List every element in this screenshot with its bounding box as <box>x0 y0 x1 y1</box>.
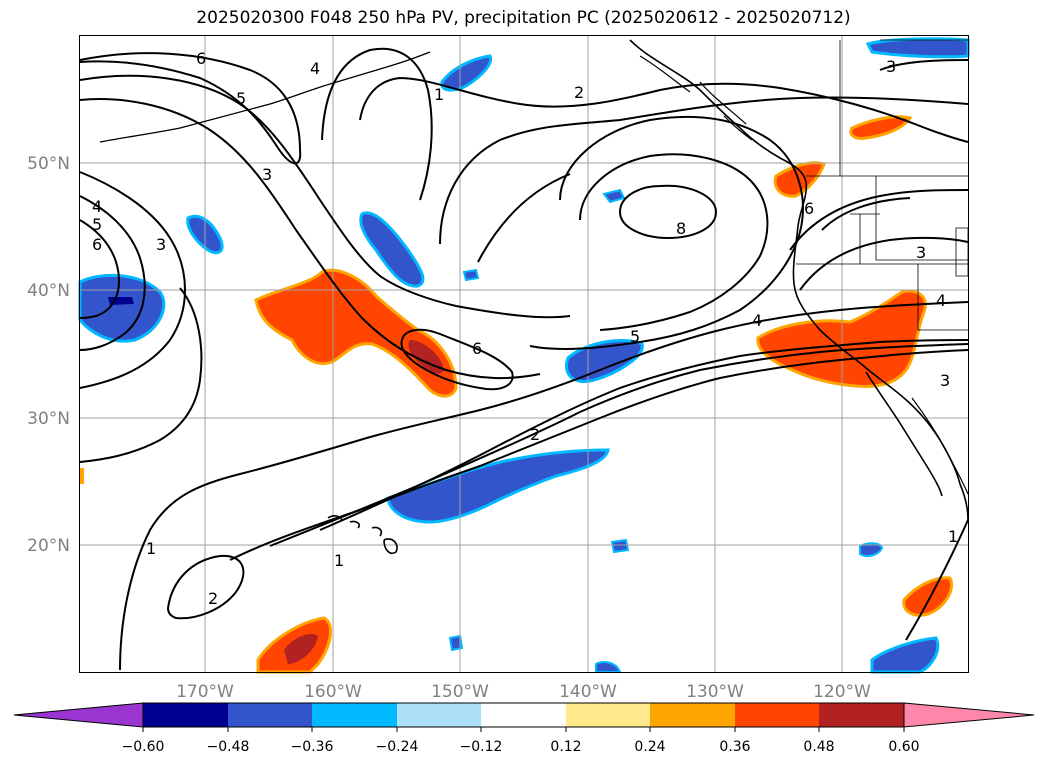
contour-label: 5 <box>630 327 640 346</box>
contour-label: 1 <box>146 539 156 558</box>
lat-labels: 50°N 40°N 30°N 20°N <box>27 154 70 556</box>
lon-label: 120°W <box>813 682 871 702</box>
colorbar-segment <box>819 703 904 727</box>
colorbar-tick-label: 0.24 <box>634 739 665 755</box>
colorbar-tick-label: −0.60 <box>122 739 165 755</box>
colorbar-tick-label: 0.48 <box>803 739 834 755</box>
colorbar-tick-label: 0.60 <box>888 739 919 755</box>
contour-label: 8 <box>676 219 686 238</box>
borders <box>796 39 969 331</box>
colorbar-segment <box>735 703 819 727</box>
contour-label: 6 <box>196 49 206 68</box>
colorbar-tick-label: −0.36 <box>291 739 334 755</box>
colorbar-extend-low <box>13 702 144 728</box>
contour-label: 3 <box>262 165 272 184</box>
colorbar-segment <box>312 703 397 727</box>
lon-label: 150°W <box>431 682 489 702</box>
precip-positive-nne <box>849 115 913 140</box>
precip-negative-n2 <box>359 211 425 288</box>
precip-negative-ne <box>865 37 970 59</box>
contour-label: 6 <box>92 235 102 254</box>
precipitation-fields <box>78 37 970 674</box>
contour-label: 1 <box>948 527 958 546</box>
lon-labels: 170°W 160°W 150°W 140°W 130°W 120°W <box>176 682 871 702</box>
contour-label: 4 <box>752 311 762 330</box>
map-frame <box>79 35 969 673</box>
precip-negative-mid <box>565 338 644 383</box>
contour-label: 3 <box>940 371 950 390</box>
precip-negative-band <box>386 448 610 524</box>
contour-label: 6 <box>472 339 482 358</box>
contour-label: 4 <box>310 59 320 78</box>
precip-negative-west <box>78 273 166 343</box>
colorbar-tick-label: −0.24 <box>376 739 419 755</box>
colorbar-tick-label: −0.48 <box>207 739 250 755</box>
colorbar-tick-label: 0.36 <box>719 739 750 755</box>
lon-label: 170°W <box>176 682 234 702</box>
colorbar-segment <box>143 703 228 727</box>
contour-label: 5 <box>236 89 246 108</box>
contour-label: 2 <box>574 83 584 102</box>
precip-negative-se <box>870 636 940 674</box>
colorbar-tick-label: −0.12 <box>460 739 503 755</box>
precip-negative-n3 <box>440 54 493 92</box>
contour-label: 6 <box>804 199 814 218</box>
precip-positive-se <box>902 576 953 617</box>
contour-label: 1 <box>434 85 444 104</box>
colorbar-segment <box>397 703 481 727</box>
contour-label: 5 <box>92 215 102 234</box>
colorbar-extend-high <box>903 702 1035 728</box>
precip-positive-n <box>773 161 826 198</box>
contour-label: 3 <box>156 235 166 254</box>
precip-positive-central <box>254 268 458 398</box>
colorbar-tick-label: 0.12 <box>550 739 581 755</box>
colorbar-segment <box>650 703 735 727</box>
lon-label: 130°W <box>686 682 744 702</box>
lat-label: 30°N <box>27 409 70 429</box>
colorbar-segment <box>228 703 312 727</box>
lat-label: 40°N <box>27 281 70 301</box>
colorbar-segment <box>566 703 650 727</box>
lon-label: 140°W <box>559 682 617 702</box>
contour-label: 1 <box>334 551 344 570</box>
lon-label: 160°W <box>304 682 362 702</box>
pv-contours <box>79 47 969 671</box>
contour-label: 3 <box>886 57 896 76</box>
contour-label: 2 <box>530 425 540 444</box>
colorbar-segment <box>481 703 566 727</box>
contour-label: 4 <box>936 291 946 310</box>
contour-label: 2 <box>208 589 218 608</box>
map-title: 2025020300 F048 250 hPa PV, precipitatio… <box>196 8 851 28</box>
lat-label: 20°N <box>27 536 70 556</box>
contour-labels: 6 4 5 1 2 3 3 4 5 6 3 8 6 5 6 4 2 1 1 2 … <box>92 49 958 608</box>
lat-label: 50°N <box>27 154 70 174</box>
contour-label: 4 <box>92 197 102 216</box>
contour-label: 3 <box>916 243 926 262</box>
graticule <box>80 36 968 672</box>
colorbar: −0.60 −0.48 −0.36 −0.24 −0.12 0.12 0.24 … <box>13 702 1035 755</box>
